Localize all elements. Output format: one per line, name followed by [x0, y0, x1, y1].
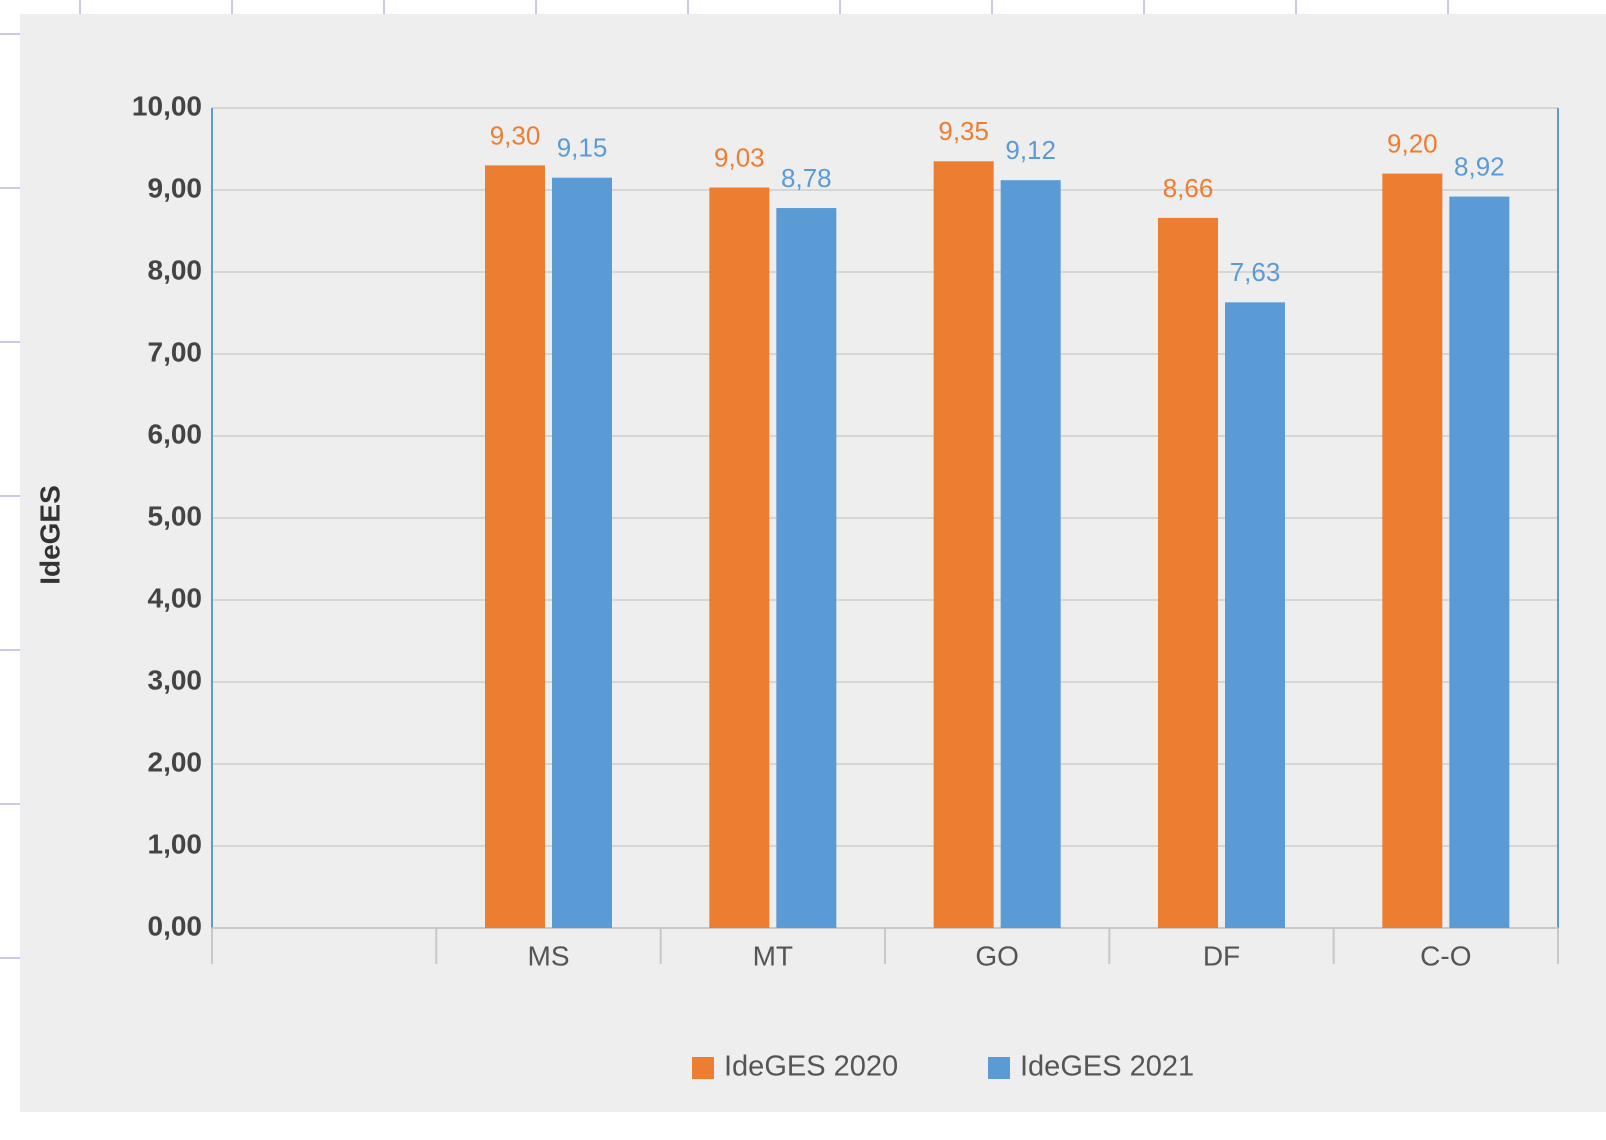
y-tick-label: 10,00 [132, 90, 202, 121]
bar [933, 161, 994, 929]
data-label: 7,63 [1230, 257, 1281, 287]
legend-label: IdeGES 2020 [724, 1051, 898, 1083]
y-tick-label: 6,00 [148, 418, 203, 449]
y-tick-label: 7,00 [148, 336, 203, 367]
bar [1225, 302, 1285, 929]
bar [1000, 180, 1061, 928]
data-label: 9,12 [1005, 135, 1056, 165]
bar [776, 208, 837, 929]
x-tick-label: C-O [1420, 940, 1471, 971]
y-tick-label: 9,00 [148, 172, 203, 203]
bar [1158, 217, 1218, 928]
legend-swatch [692, 1057, 714, 1079]
x-tick-label: MS [528, 940, 570, 971]
x-tick-label: MT [753, 940, 793, 971]
bar [552, 177, 612, 928]
bar [709, 187, 770, 929]
data-label: 9,30 [490, 120, 541, 150]
data-label: 9,03 [714, 142, 765, 172]
legend-swatch [988, 1057, 1010, 1079]
bar [485, 165, 545, 928]
data-label: 9,15 [557, 133, 608, 163]
data-label: 9,20 [1387, 128, 1438, 158]
y-tick-label: 1,00 [148, 828, 203, 859]
y-tick-label: 3,00 [148, 664, 203, 695]
y-tick-label: 2,00 [148, 746, 203, 777]
x-tick-label: GO [975, 940, 1019, 971]
legend-label: IdeGES 2021 [1020, 1051, 1194, 1083]
y-axis-title: IdeGES [34, 485, 65, 585]
bar [1449, 196, 1510, 928]
y-tick-label: 4,00 [148, 582, 203, 613]
data-label: 9,35 [938, 116, 989, 146]
data-label: 8,78 [781, 163, 832, 193]
data-label: 8,66 [1163, 173, 1214, 203]
y-tick-label: 0,00 [148, 910, 203, 941]
bar [1382, 173, 1443, 929]
y-tick-label: 8,00 [148, 254, 203, 285]
x-tick-label: DF [1203, 940, 1240, 971]
y-tick-label: 5,00 [148, 500, 203, 531]
data-label: 8,92 [1454, 151, 1505, 181]
sheet-grid [0, 0, 1449, 959]
